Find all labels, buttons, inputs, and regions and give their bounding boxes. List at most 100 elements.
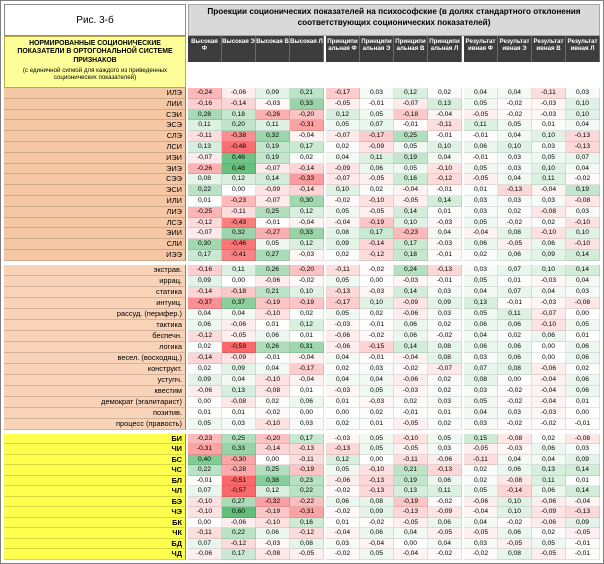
data-cell: 0,02	[188, 363, 222, 375]
data-cell: -0,31	[290, 120, 324, 132]
data-cell: 0,05	[394, 141, 428, 153]
data-cell: 0,09	[532, 249, 566, 261]
spacer	[324, 185, 326, 196]
spacer	[462, 239, 464, 250]
spacer	[462, 496, 464, 508]
spacer	[324, 374, 326, 386]
data-cell: 0,37	[222, 297, 256, 309]
data-cell: -0,07	[326, 131, 360, 142]
spacer	[462, 465, 464, 476]
data-cell: 0,32	[222, 228, 256, 240]
data-cell: -0,03	[498, 444, 532, 455]
data-cell: 0,00	[532, 352, 566, 364]
spacer	[324, 407, 326, 419]
column-header: Результативная Л	[566, 36, 600, 62]
data-cell: -0,41	[222, 249, 256, 261]
data-cell: -0,04	[290, 374, 324, 386]
spacer	[186, 174, 188, 186]
row-label: ЧИ	[4, 444, 186, 455]
data-cell: 0,00	[326, 407, 360, 419]
spacer	[186, 88, 188, 99]
data-cell: 0,09	[360, 507, 394, 518]
data-cell: -0,02	[326, 549, 360, 560]
data-cell: 0,17	[290, 141, 324, 153]
data-cell: 0,33	[222, 444, 256, 455]
data-cell: 0,07	[464, 363, 498, 375]
spacer	[324, 174, 326, 186]
data-cell: 0,06	[464, 141, 498, 153]
data-cell: 0,12	[290, 206, 324, 218]
spacer	[462, 152, 464, 164]
data-cell: 0,11	[532, 174, 566, 186]
data-cell: -0,03	[326, 319, 360, 331]
data-cell: -0,08	[498, 433, 532, 445]
row-label: ЭИИ	[4, 228, 186, 240]
data-cell: 0,10	[498, 507, 532, 518]
column-header: Высокая Л	[290, 36, 324, 62]
data-cell: -0,04	[290, 352, 324, 364]
spacer	[186, 4, 188, 36]
data-cell: 0,00	[360, 275, 394, 287]
spacer	[462, 217, 464, 229]
data-cell: -0,06	[326, 330, 360, 342]
data-cell: 0,22	[290, 486, 324, 497]
data-cell: -0,07	[532, 308, 566, 320]
spacer	[462, 141, 464, 153]
data-cell: 0,00	[256, 454, 290, 466]
data-cell: 0,05	[464, 486, 498, 497]
data-cell: 0,09	[222, 363, 256, 375]
data-cell: -0,10	[532, 228, 566, 240]
data-cell: -0,13	[326, 444, 360, 455]
column-header: Результативная Ф	[464, 36, 498, 62]
data-cell: -0,51	[222, 475, 256, 487]
row-label: ЭСИ	[4, 185, 186, 196]
spacer	[462, 163, 464, 175]
data-cell: 0,06	[464, 239, 498, 250]
data-cell: 0,05	[326, 120, 360, 132]
data-cell: -0,06	[222, 517, 256, 529]
data-cell: -0,10	[256, 418, 290, 430]
spacer	[324, 275, 326, 287]
data-cell: 0,05	[464, 275, 498, 287]
spacer	[324, 152, 326, 164]
data-cell: 0,00	[532, 341, 566, 353]
data-cell: -0,22	[290, 496, 324, 508]
data-cell: 0,01	[326, 396, 360, 408]
row-label: БД	[4, 538, 186, 550]
table-row: БК 0,00 -0,06 -0,10 0,16 0,01 -0,02 -0,05 0,06 0,…	[4, 517, 600, 529]
data-cell: -0,05	[464, 444, 498, 455]
spacer	[462, 528, 464, 539]
data-cell: -0,01	[256, 217, 290, 229]
data-cell: 0,07	[566, 152, 600, 164]
data-cell: -0,06	[222, 88, 256, 99]
data-cell: 0,12	[326, 454, 360, 466]
spacer	[186, 330, 188, 342]
data-cell: -0,02	[256, 407, 290, 419]
data-cell: -0,04	[290, 217, 324, 229]
data-cell: -0,03	[532, 98, 566, 110]
data-cell: -0,37	[188, 297, 222, 309]
data-cell: -0,13	[428, 465, 462, 476]
table-row: ЛИЭ -0,25 -0,11 0,25 0,12 0,05 -0,05 0,14 0,01 0,…	[4, 206, 600, 218]
data-cell: -0,08	[566, 297, 600, 309]
data-cell: 0,04	[464, 286, 498, 298]
data-cell: -0,09	[532, 507, 566, 518]
data-cell: -0,38	[222, 131, 256, 142]
data-cell: -0,13	[394, 507, 428, 518]
data-cell: -0,03	[360, 286, 394, 298]
data-cell: -0,05	[394, 517, 428, 529]
data-cell: -0,01	[188, 475, 222, 487]
data-cell: 0,09	[256, 88, 290, 99]
data-cell: 0,03	[498, 195, 532, 207]
data-cell: -0,05	[290, 549, 324, 560]
table-row: процесс (правость) 0,05 0,03 -0,10 0,03 0,02 0…	[4, 418, 600, 430]
data-cell: -0,14	[188, 286, 222, 298]
data-cell: 0,04	[326, 152, 360, 164]
table-row: рассуд. (перифер.) 0,04 0,04 -0,10 0,02 0,05 0…	[4, 308, 600, 320]
data-cell: 0,19	[394, 152, 428, 164]
data-cell: -0,10	[360, 465, 394, 476]
data-cell: -0,03	[360, 396, 394, 408]
data-cell: -0,02	[498, 98, 532, 110]
data-cell: -0,14	[256, 444, 290, 455]
data-cell: 0,01	[326, 517, 360, 529]
